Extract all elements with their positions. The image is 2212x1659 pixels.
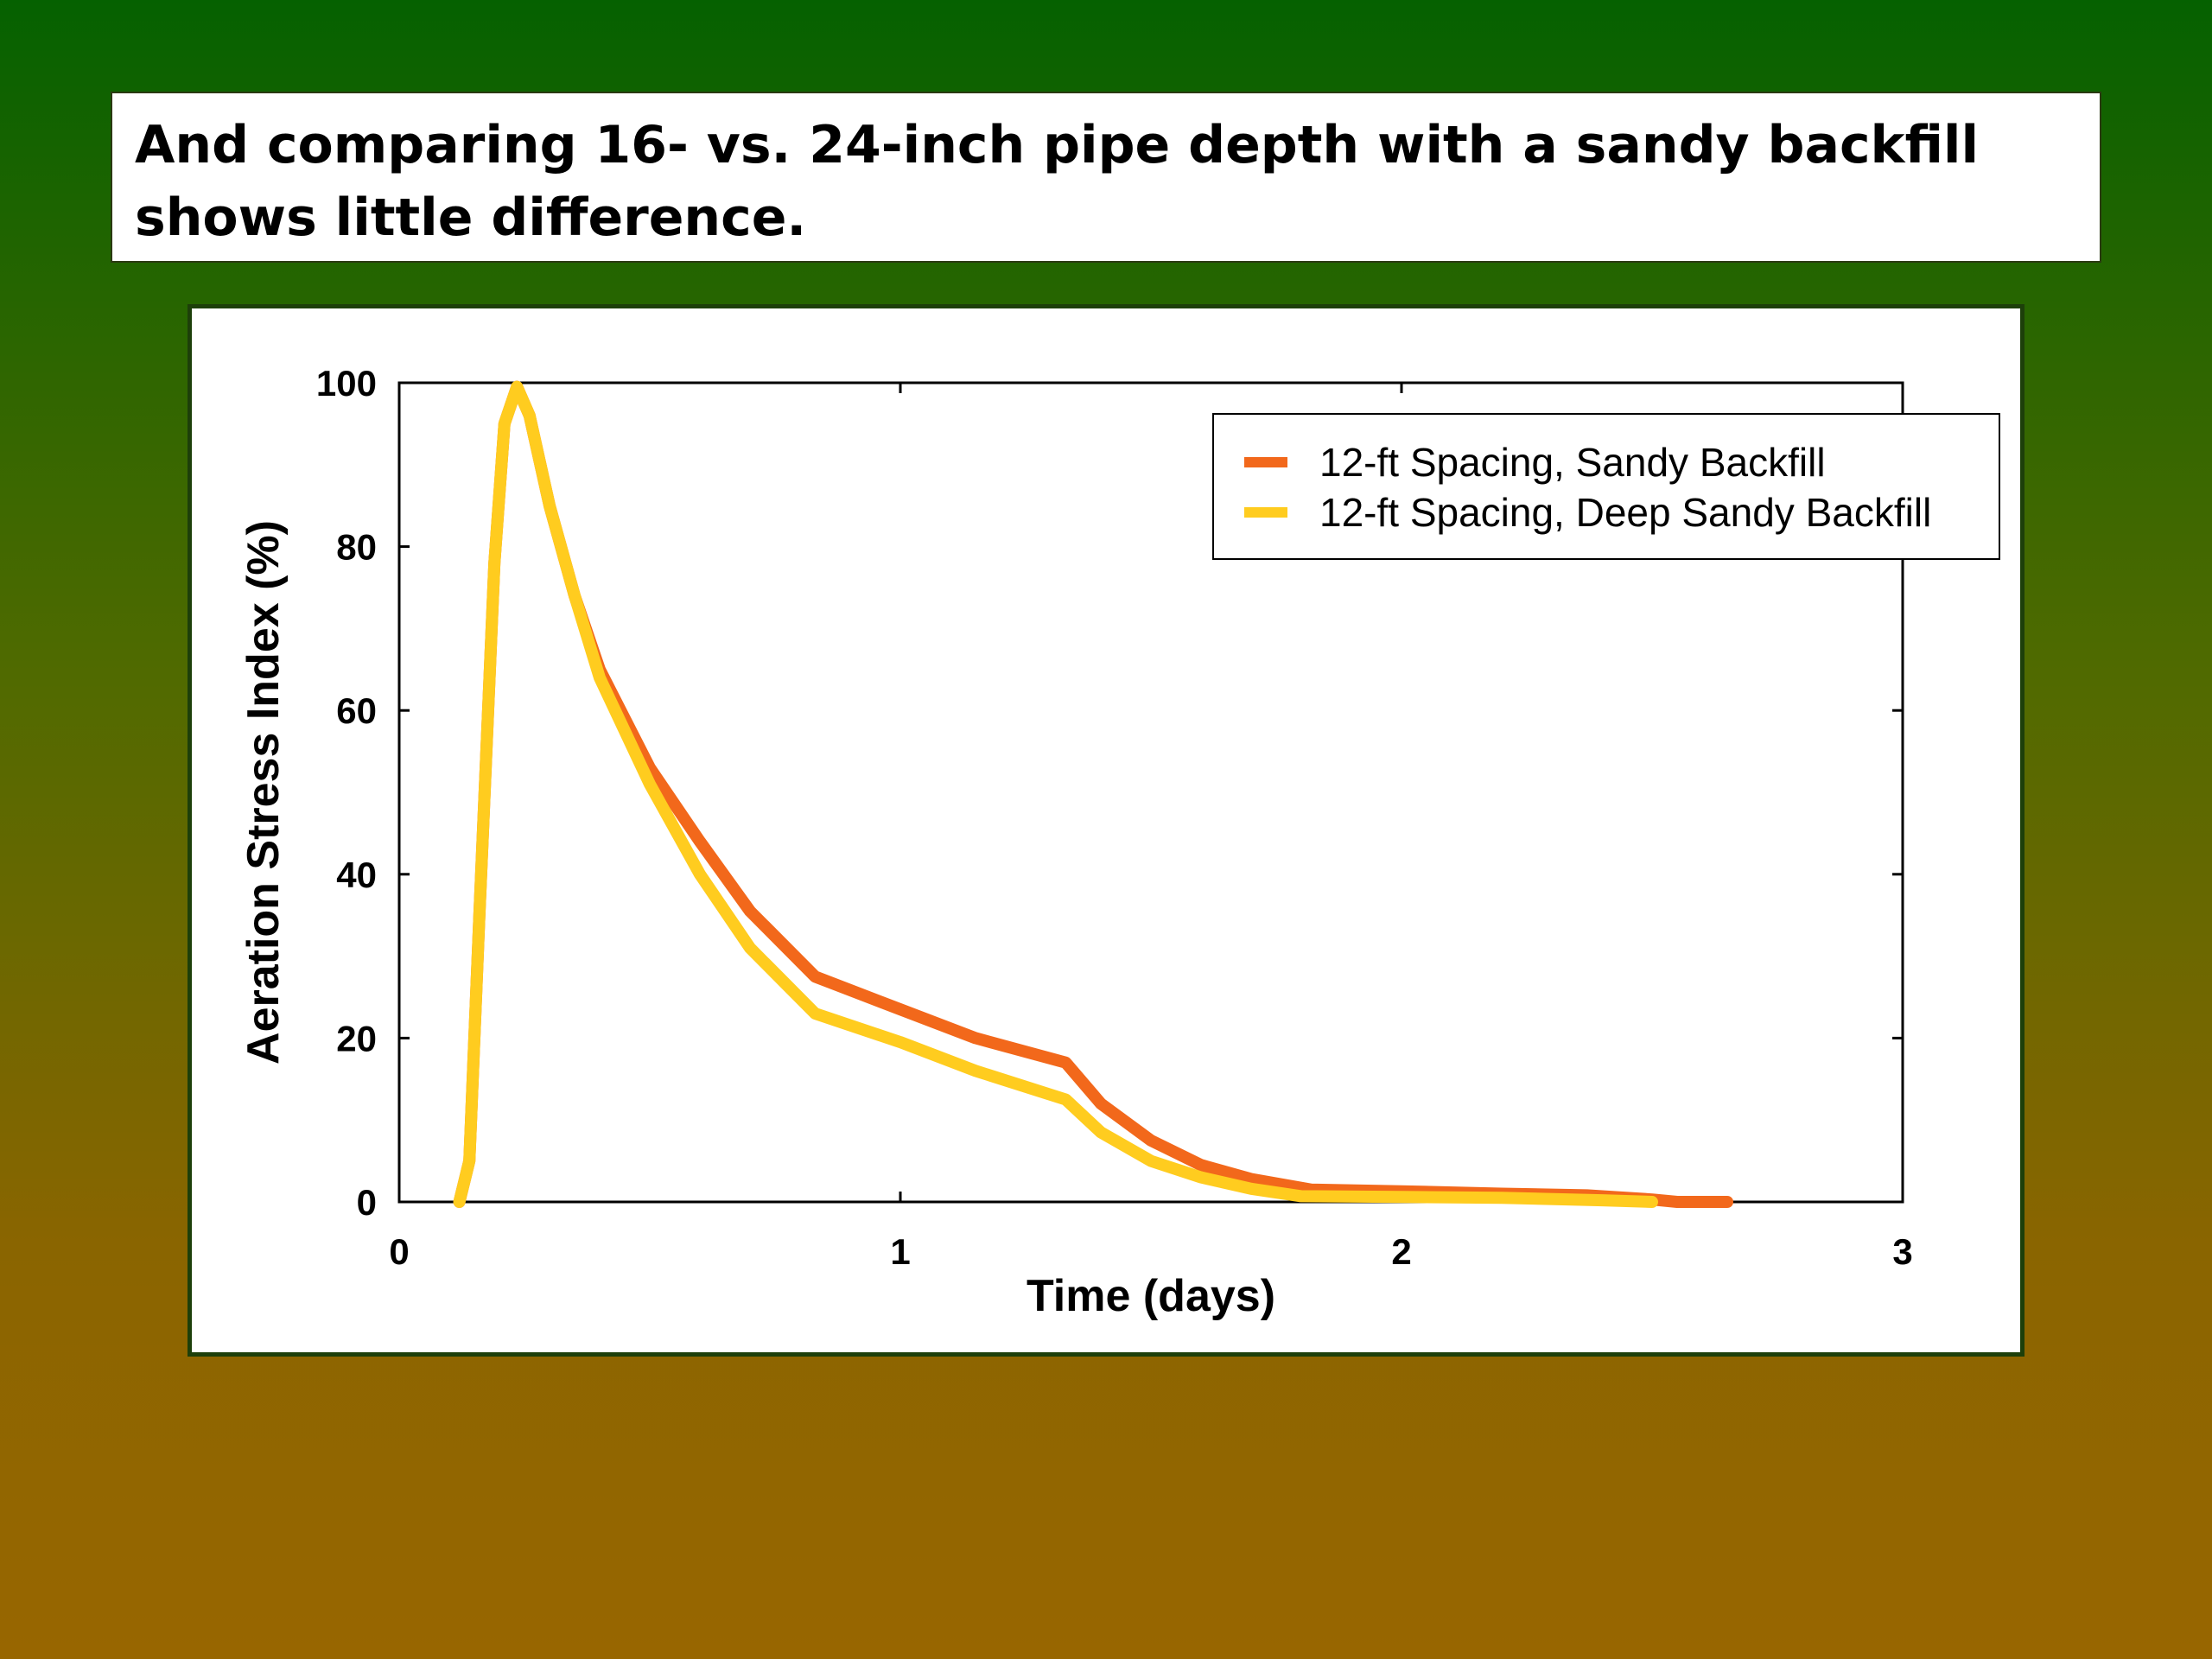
x-axis-label: Time (days) [1027,1271,1275,1321]
series-line-deep-sandy-backfill [453,380,1658,1208]
x-tick-label: 0 [389,1231,409,1272]
x-tick-label: 3 [1892,1231,1912,1272]
chart-panel: 0 1 2 3 0 20 40 60 80 100 Time (days) Aeration St… [188,304,2024,1357]
y-axis-label: Aeration Stress Index (%) [238,520,289,1065]
legend-label-deep-sandy-backfill: 12-ft Spacing, Deep Sandy Backfill [1319,490,1931,535]
slide-title: And comparing 16- vs. 24-inch pipe depth… [135,115,1980,248]
y-tick-label: 60 [336,690,377,731]
x-tick-label: 1 [890,1231,910,1272]
y-tick-label: 40 [336,855,377,895]
legend-box [1212,413,2000,560]
y-tick-label: 20 [336,1018,377,1058]
slide-title-box: And comparing 16- vs. 24-inch pipe depth… [111,92,2101,263]
y-tick-label: 100 [316,363,377,404]
y-tick-label: 0 [357,1182,377,1223]
plot-area-frame [397,381,1904,1204]
line-chart: 0 1 2 3 0 20 40 60 80 100 Time (days) Aeration St… [238,363,2000,1321]
y-tick-label: 80 [336,527,377,568]
legend-label-sandy-backfill: 12-ft Spacing, Sandy Backfill [1319,440,1826,485]
legend: 12-ft Spacing, Sandy Backfill 12-ft Spac… [1212,413,2000,560]
x-tick-label: 2 [1391,1231,1411,1272]
